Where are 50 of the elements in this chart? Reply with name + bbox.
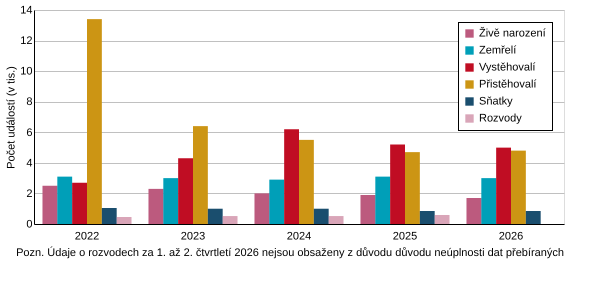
bar [466,198,482,224]
legend-label: Živě narození [479,26,547,40]
y-tick-label: 0 [26,218,32,230]
bar [511,150,526,224]
bar [360,194,376,224]
bar [314,208,329,224]
y-axis-title: Počet událostí (v tis.) [5,66,18,169]
bar [193,126,208,224]
bar [72,182,87,224]
legend-label: Sňatky [479,96,514,108]
x-tick-label: 2025 [392,230,418,242]
x-tick-label: 2023 [180,230,206,242]
y-tick-label: 4 [26,157,32,170]
x-tick-label: 2026 [498,230,524,242]
bar [102,208,117,224]
y-tick-label: 8 [26,96,32,108]
y-tick-label: 12 [20,35,32,48]
y-tick-label: 14 [20,4,32,16]
bar [496,148,511,224]
y-tick-label: 10 [20,66,32,78]
bar [42,186,58,224]
y-tick-label: 2 [26,188,32,200]
legend-label: Zemřelí [479,44,518,56]
bar [481,178,496,224]
bar [526,211,541,224]
bar [434,214,450,224]
x-tick-label: 2022 [74,230,100,242]
bar [420,211,435,224]
bar [178,158,193,224]
bar [254,193,270,224]
bar [269,180,284,224]
bar [222,216,238,224]
bar [375,176,390,224]
bar [163,178,178,224]
bar [116,216,132,224]
bar [299,140,314,224]
bar [405,152,420,224]
bar [390,144,405,224]
bar [284,129,299,224]
legend-label: Přistěhovalí [479,78,538,90]
bar [87,19,102,224]
legend-label: Vystěhovalí [479,62,536,74]
bar [328,216,344,224]
bar [57,176,72,224]
bar [148,188,164,224]
text: Pozn. Údaje o rozvodech za 1. až 2. čtvrtletí 2026 nejsou obsaženy z důvodu důvodu neúplnosti dat přebíraných [16,246,564,259]
y-tick-label: 6 [26,126,32,139]
x-tick-label: 2024 [286,230,312,242]
legend-label: Rozvody [479,112,522,124]
bar [208,208,223,224]
